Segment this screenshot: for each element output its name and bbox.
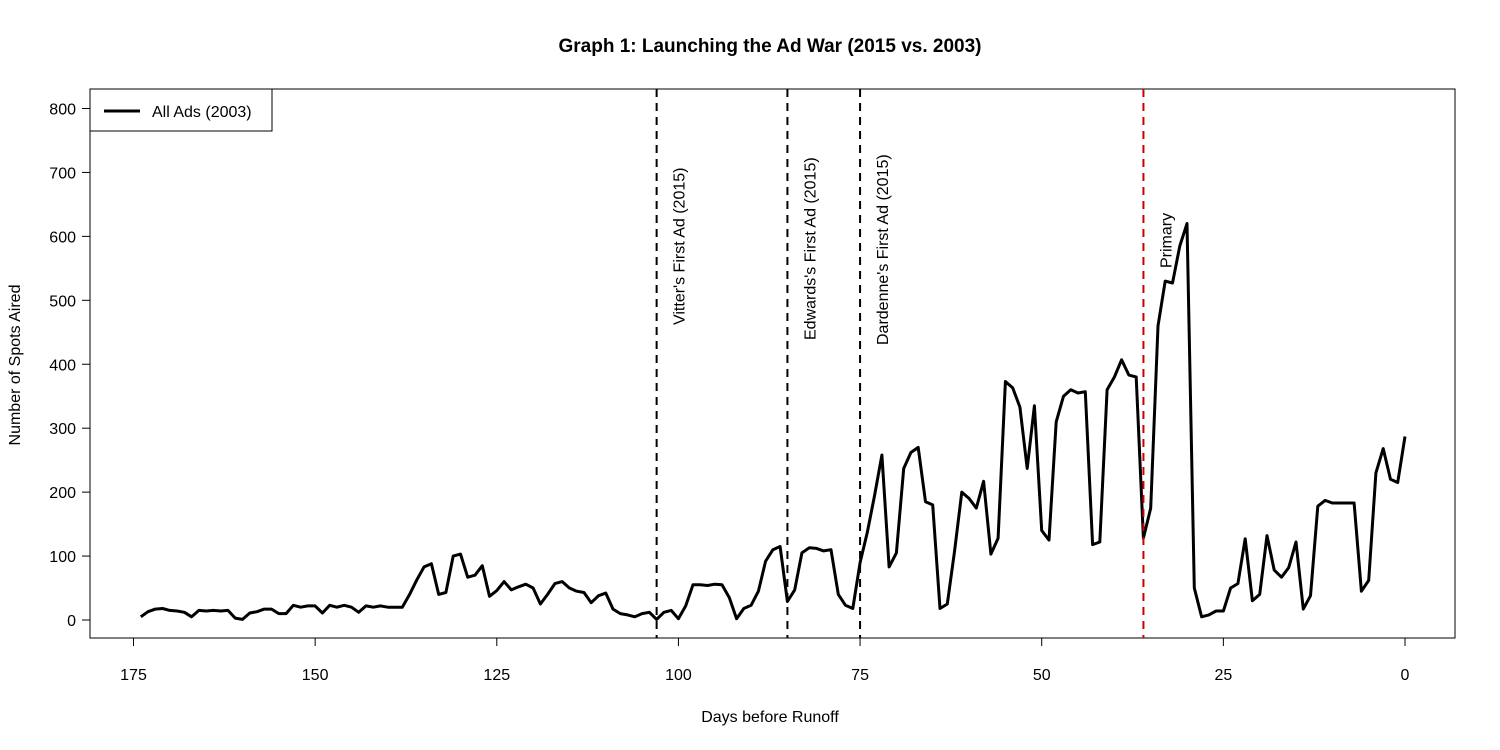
y-tick-label: 100 xyxy=(49,549,76,566)
y-tick-label: 600 xyxy=(49,229,76,246)
y-tick-label: 400 xyxy=(49,357,76,374)
x-tick-label: 125 xyxy=(483,667,510,684)
x-tick-label: 175 xyxy=(120,667,147,684)
annotation-label: Dardenne's First Ad (2015) xyxy=(875,154,892,345)
x-tick-label: 150 xyxy=(302,667,329,684)
y-tick-label: 700 xyxy=(49,165,76,182)
y-tick-label: 300 xyxy=(49,421,76,438)
annotation-label: Vitter's First Ad (2015) xyxy=(672,168,689,325)
x-tick-label: 100 xyxy=(665,667,692,684)
y-tick-label: 800 xyxy=(49,102,76,119)
annotation-label: Edwards's First Ad (2015) xyxy=(802,157,819,340)
x-tick-label: 50 xyxy=(1033,667,1051,684)
x-tick-label: 0 xyxy=(1401,667,1410,684)
x-tick-label: 25 xyxy=(1214,667,1232,684)
legend-label: All Ads (2003) xyxy=(152,104,252,121)
x-axis-label: Days before Runoff xyxy=(701,709,839,726)
y-axis-label: Number of Spots Aired xyxy=(7,285,24,446)
x-tick-label: 75 xyxy=(851,667,869,684)
y-tick-label: 200 xyxy=(49,485,76,502)
y-tick-label: 500 xyxy=(49,293,76,310)
annotation-label: Primary xyxy=(1158,213,1175,268)
chart-title: Graph 1: Launching the Ad War (2015 vs. … xyxy=(558,36,981,57)
series-line xyxy=(139,222,1407,621)
y-tick-label: 0 xyxy=(67,613,76,630)
plot-frame xyxy=(89,88,1456,639)
